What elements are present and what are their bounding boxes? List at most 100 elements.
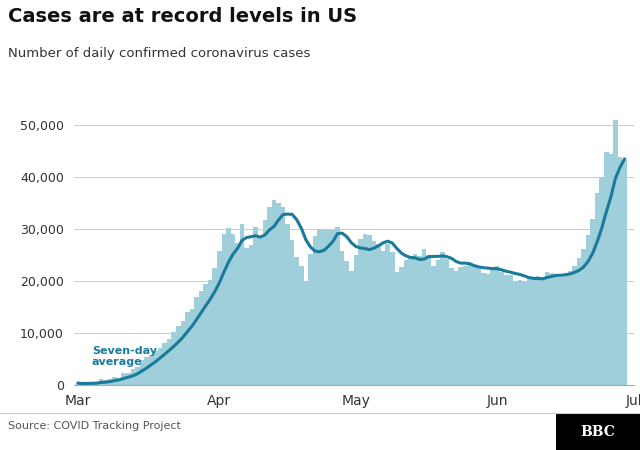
Bar — [180, 321, 185, 385]
Bar — [613, 120, 618, 385]
Bar — [481, 273, 486, 385]
Bar — [586, 234, 590, 385]
Bar — [395, 272, 399, 385]
Bar — [531, 279, 536, 385]
Bar — [477, 268, 481, 385]
Bar — [244, 248, 249, 385]
Bar — [408, 256, 413, 385]
Bar — [358, 239, 363, 385]
Bar — [549, 273, 554, 385]
Bar — [294, 257, 299, 385]
Bar — [495, 266, 499, 385]
Bar — [518, 280, 522, 385]
Bar — [513, 282, 518, 385]
Bar — [390, 252, 395, 385]
Bar — [271, 200, 276, 385]
Bar — [189, 309, 195, 385]
Bar — [230, 234, 236, 385]
Bar — [600, 177, 604, 385]
Bar — [326, 229, 331, 385]
Bar — [331, 230, 335, 385]
Bar — [158, 348, 163, 385]
Bar — [618, 157, 622, 385]
Bar — [536, 276, 540, 385]
Bar — [94, 382, 99, 385]
Bar — [540, 277, 545, 385]
Bar — [167, 339, 172, 385]
Bar — [131, 369, 135, 385]
Bar — [499, 273, 504, 385]
Bar — [90, 383, 94, 385]
Bar — [559, 277, 563, 385]
Bar — [436, 260, 440, 385]
Bar — [276, 202, 281, 385]
Bar — [363, 234, 367, 385]
Bar — [604, 152, 609, 385]
Bar — [85, 383, 90, 385]
Bar — [140, 360, 144, 385]
Text: Cases are at record levels in US: Cases are at record levels in US — [8, 7, 358, 26]
Bar — [144, 357, 148, 385]
Bar — [258, 238, 262, 385]
Bar — [108, 379, 112, 385]
Bar — [236, 243, 240, 385]
Bar — [226, 228, 230, 385]
Text: Seven-day
average: Seven-day average — [92, 346, 157, 371]
Bar — [431, 266, 436, 385]
Bar — [285, 224, 290, 385]
Bar — [185, 312, 189, 385]
Bar — [595, 194, 600, 385]
Bar — [199, 291, 204, 385]
Bar — [240, 225, 244, 385]
Bar — [399, 267, 404, 385]
Bar — [212, 268, 217, 385]
Bar — [545, 272, 549, 385]
Bar — [440, 252, 445, 385]
Bar — [195, 297, 199, 385]
Text: BBC: BBC — [580, 424, 615, 439]
Bar — [117, 378, 122, 385]
Bar — [622, 160, 627, 385]
Bar — [458, 266, 463, 385]
Bar — [563, 274, 568, 385]
Bar — [527, 277, 531, 385]
Bar — [81, 384, 85, 385]
Bar — [590, 219, 595, 385]
Bar — [281, 207, 285, 385]
Bar — [308, 254, 312, 385]
Bar — [221, 234, 226, 385]
Bar — [577, 258, 581, 385]
Bar — [554, 274, 559, 385]
Bar — [490, 270, 495, 385]
Bar — [317, 230, 322, 385]
Bar — [99, 379, 103, 385]
Bar — [76, 383, 81, 385]
Bar — [340, 251, 344, 385]
Bar — [253, 227, 258, 385]
Bar — [354, 256, 358, 385]
Bar — [609, 154, 613, 385]
Bar — [344, 261, 349, 385]
Bar — [176, 326, 180, 385]
Bar — [153, 351, 158, 385]
Bar — [322, 229, 326, 385]
Bar — [172, 332, 176, 385]
Bar — [376, 244, 381, 385]
Bar — [112, 377, 117, 385]
Bar — [217, 252, 221, 385]
Bar — [426, 255, 431, 385]
Bar — [163, 343, 167, 385]
Bar — [126, 374, 131, 385]
Bar — [303, 281, 308, 385]
Bar — [103, 380, 108, 385]
Bar — [335, 227, 340, 385]
Bar — [572, 266, 577, 385]
Bar — [312, 236, 317, 385]
Bar — [417, 256, 422, 385]
Bar — [422, 249, 426, 385]
Bar — [367, 235, 372, 385]
Bar — [404, 260, 408, 385]
Bar — [568, 271, 572, 385]
Text: Number of daily confirmed coronavirus cases: Number of daily confirmed coronavirus ca… — [8, 47, 310, 60]
Bar — [445, 259, 449, 385]
